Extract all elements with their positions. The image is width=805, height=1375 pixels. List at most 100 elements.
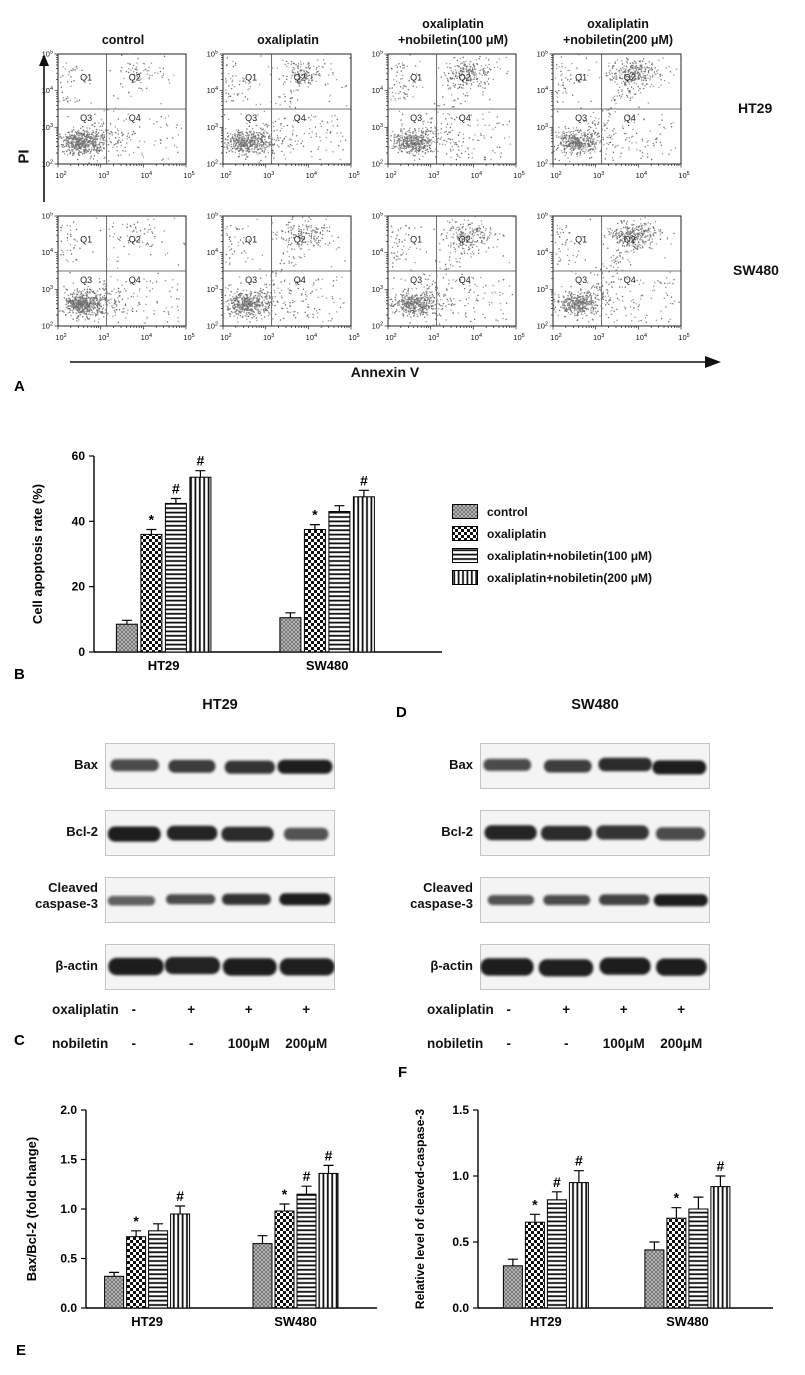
cleaved-caspase3-chart: 0.0 0.5 1.0 1.5 Relative level of cleaved-ca… xyxy=(408,1096,783,1353)
quadrant-label-q1: Q1 xyxy=(575,234,587,244)
quadrant-label-q1: Q1 xyxy=(410,72,422,82)
quadrant-label-q3: Q3 xyxy=(245,275,257,285)
blot-band xyxy=(224,760,275,774)
error-bar xyxy=(109,1271,120,1277)
svg-text:105: 105 xyxy=(42,50,53,59)
error-bar xyxy=(573,1170,584,1183)
svg-text:104: 104 xyxy=(471,333,482,342)
svg-text:104: 104 xyxy=(42,248,53,257)
bar-oxaliplatin-nobiletin-100-m-ht29 xyxy=(546,1199,567,1309)
flow-plot-sw480-cond4: 102 102 103 103 104 104 105 105 Q1 Q2 Q3 Q4 xyxy=(527,212,693,358)
svg-text:105: 105 xyxy=(207,50,218,59)
blot-box-bax xyxy=(480,743,710,789)
significance-marker: # xyxy=(325,1147,333,1163)
svg-text:103: 103 xyxy=(42,123,53,132)
blot-band xyxy=(484,825,537,841)
svg-text:102: 102 xyxy=(220,171,231,180)
error-bar xyxy=(507,1258,518,1266)
quadrant-label-q4: Q4 xyxy=(294,275,306,285)
blot-box-bax xyxy=(105,743,335,789)
treatment-value: + xyxy=(562,1002,571,1017)
error-bar xyxy=(715,1175,726,1187)
annexin-axis-label: Annexin V xyxy=(350,364,420,380)
svg-text:103: 103 xyxy=(537,123,548,132)
svg-text:0.5: 0.5 xyxy=(452,1235,469,1249)
svg-text:0: 0 xyxy=(78,645,85,659)
flow-plot-ht29-cond3: 102 102 103 103 104 104 105 105 Q1 Q2 Q3 Q4 xyxy=(362,50,528,196)
flow-plot-sw480-cond2: 102 102 103 103 104 104 105 105 Q1 Q2 Q3 Q4 xyxy=(197,212,363,358)
svg-text:104: 104 xyxy=(537,86,548,95)
error-bar xyxy=(285,612,296,618)
treatment-label-nobiletin: nobiletin xyxy=(427,1036,484,1051)
blot-band xyxy=(652,760,707,775)
svg-text:103: 103 xyxy=(372,123,383,132)
treatment-value: - xyxy=(131,1036,137,1051)
error-bar xyxy=(334,505,345,512)
error-bar xyxy=(131,1230,142,1237)
svg-text:102: 102 xyxy=(537,322,548,331)
treatment-value: 200μM xyxy=(285,1036,328,1051)
error-bar xyxy=(649,1241,660,1250)
svg-text:105: 105 xyxy=(372,50,383,59)
significance-marker: # xyxy=(197,453,205,469)
blot-band xyxy=(543,759,592,773)
svg-text:1.5: 1.5 xyxy=(452,1103,469,1117)
svg-text:103: 103 xyxy=(593,333,604,342)
blot-band xyxy=(483,758,532,771)
blot-band xyxy=(655,827,706,841)
quadrant-label-q3: Q3 xyxy=(575,113,587,123)
quadrant-label-q4: Q4 xyxy=(294,113,306,123)
error-bar xyxy=(693,1196,704,1209)
flow-column-title: oxaliplatin +nobiletin(100 μM) xyxy=(378,4,528,48)
flow-plot-sw480-cond1: 102 102 103 103 104 104 105 105 Q1 Q2 Q3 Q4 xyxy=(32,212,198,358)
quadrant-label-q1: Q1 xyxy=(245,72,257,82)
blot-band xyxy=(598,757,652,772)
pi-axis-label: PI xyxy=(15,149,33,164)
significance-marker: * xyxy=(149,512,155,528)
flow-column-title: oxaliplatin xyxy=(213,4,363,48)
svg-text:105: 105 xyxy=(348,333,359,342)
treatment-value: 100μM xyxy=(227,1036,270,1051)
legend-label: oxaliplatin+nobiletin(200 μM) xyxy=(487,570,653,585)
svg-text:105: 105 xyxy=(678,171,689,180)
y-tick-labels: 0.0 0.5 1.0 1.5 xyxy=(452,1103,478,1315)
svg-text:102: 102 xyxy=(42,322,53,331)
treatment-value: - xyxy=(564,1036,569,1051)
legend-swatch-vlines xyxy=(452,570,478,585)
category-label-sw480: SW480 xyxy=(666,1314,709,1329)
treatment-value: + xyxy=(302,1002,311,1017)
blot-band xyxy=(168,759,216,773)
blot-row-label: β-actin xyxy=(55,958,98,973)
chart-casp-svg: 0.0 0.5 1.0 1.5 Relative level of cleaved-ca… xyxy=(413,1103,773,1329)
treatment-value: + xyxy=(619,1002,628,1017)
chart-legend: control oxaliplatin oxaliplatin+nobiletin(… xyxy=(452,504,652,592)
blot-band xyxy=(653,894,708,907)
svg-text:105: 105 xyxy=(183,171,194,180)
svg-text:104: 104 xyxy=(141,171,152,180)
quadrant-label-q4: Q4 xyxy=(129,113,141,123)
svg-text:104: 104 xyxy=(537,248,548,257)
significance-marker: # xyxy=(172,481,180,497)
blot-band xyxy=(108,957,164,976)
svg-text:103: 103 xyxy=(372,285,383,294)
blot-band xyxy=(221,826,274,842)
legend-label: oxaliplatin xyxy=(487,526,547,541)
svg-text:102: 102 xyxy=(372,160,383,169)
blot-band xyxy=(164,957,221,975)
svg-text:104: 104 xyxy=(471,171,482,180)
panel-letter-e: E xyxy=(16,1342,27,1359)
category-label-sw480: SW480 xyxy=(306,658,349,673)
scatter-points-dark xyxy=(222,215,346,323)
bar-oxaliplatin-nobiletin-100-m-ht29 xyxy=(148,1230,169,1309)
panel-letter-f: F xyxy=(398,1064,408,1081)
legend-label: control xyxy=(487,504,528,519)
svg-text:103: 103 xyxy=(207,285,218,294)
svg-text:105: 105 xyxy=(348,171,359,180)
error-bar xyxy=(323,1164,334,1174)
svg-text:20: 20 xyxy=(72,580,86,594)
error-bar xyxy=(121,619,132,625)
